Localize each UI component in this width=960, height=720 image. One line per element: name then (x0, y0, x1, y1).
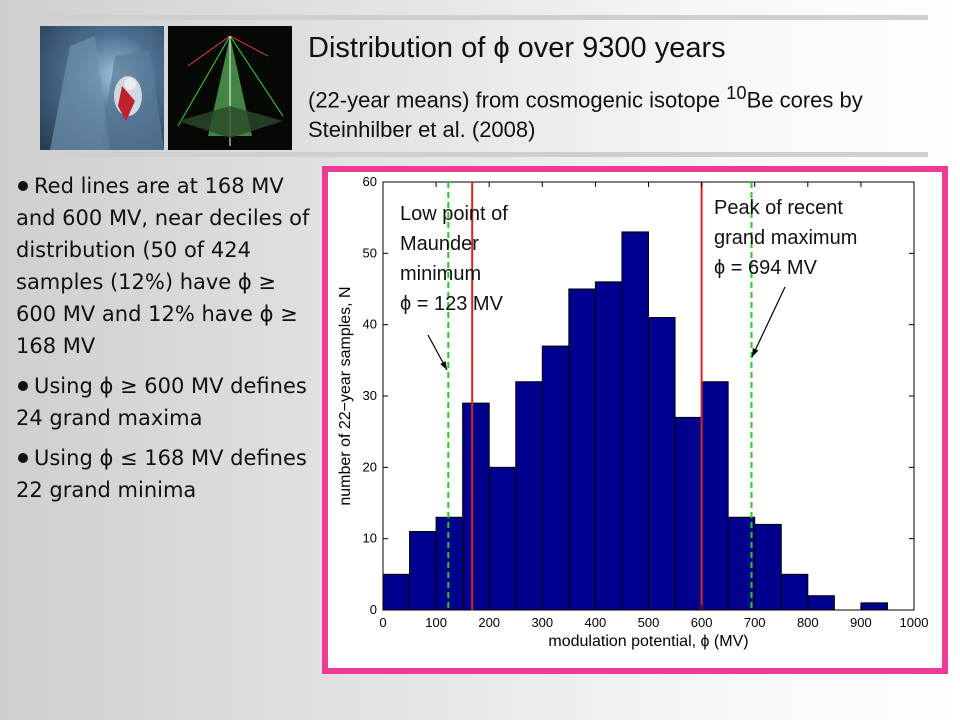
space-station-illustration (50, 36, 164, 150)
x-tick-label: 500 (638, 615, 660, 630)
histogram-bar (462, 402, 490, 611)
annotation-arrowhead (440, 361, 447, 370)
annotation-text: Peak of recent (714, 197, 843, 219)
slide-title: Distribution of ϕ over 9300 years (308, 32, 726, 64)
histogram-bar (409, 531, 437, 611)
histogram-bar (488, 466, 517, 611)
x-axis-label: modulation potential, ϕ (MV) (548, 633, 748, 650)
y-axis-label: number of 22−year samples, N (337, 286, 354, 505)
histogram-bar (807, 595, 835, 611)
y-tick-label: 50 (363, 245, 377, 260)
histogram-bar (541, 345, 570, 611)
subtitle-text-a: (22-year means) from cosmogenic isotope (308, 87, 727, 113)
y-tick-label: 30 (363, 388, 377, 403)
bullet-item: Red lines are at 168 MV and 600 MV, near… (16, 170, 316, 362)
x-tick-label: 0 (379, 615, 386, 630)
annotation-text: minimum (400, 263, 481, 285)
annotation-text: Maunder (400, 233, 479, 255)
bottom-rule (38, 152, 928, 157)
x-tick-label: 100 (425, 615, 447, 630)
bullet-dot-icon (18, 180, 28, 191)
slide-subtitle: (22-year means) from cosmogenic isotope … (308, 78, 928, 145)
top-rule (38, 15, 928, 20)
x-tick-label: 700 (744, 615, 766, 630)
bullet-item: Using ϕ ≥ 600 MV defines 24 grand maxima (16, 370, 316, 434)
space-station-image (40, 26, 164, 150)
histogram-bar (435, 516, 464, 611)
annotation-arrowhead (752, 348, 759, 357)
particle-shower-illustration (177, 35, 284, 146)
bullet-text: Red lines are at 168 MV and 600 MV, near… (16, 174, 310, 358)
histogram-bar (860, 602, 888, 611)
x-tick-label: 600 (691, 615, 713, 630)
subtitle-text-b: Be cores by Steinhilber et al. (2008) (308, 87, 863, 143)
histogram-bar (674, 416, 703, 611)
y-tick-label: 10 (363, 531, 377, 546)
histogram-bar (780, 573, 809, 611)
histogram-chart: 0 100 200 300 400 500 600 700 800 900 1000 0 10 20 30 4… (337, 174, 929, 650)
y-tick-label: 20 (363, 459, 377, 474)
bullet-text: Using ϕ ≤ 168 MV defines 22 grand minima (16, 446, 307, 502)
histogram-bar (727, 516, 756, 611)
histogram-bar (594, 281, 623, 611)
chart-frame: 0 100 200 300 400 500 600 700 800 900 1000 0 10 20 30 4… (322, 166, 948, 674)
histogram-bar (754, 523, 782, 611)
x-tick-label: 900 (850, 615, 872, 630)
x-tick-label: 400 (585, 615, 607, 630)
x-tick-label: 800 (797, 615, 819, 630)
histogram-bar (621, 231, 650, 611)
annotation-text: ϕ = 123 MV (400, 293, 504, 315)
y-tick-label: 0 (370, 602, 377, 617)
histogram-bar (648, 317, 676, 611)
bullet-dot-icon (18, 380, 28, 391)
annotation-text: grand maximum (714, 227, 857, 249)
x-tick-label: 1000 (900, 615, 929, 630)
histogram-bar (701, 381, 729, 611)
x-tick-label: 200 (478, 615, 500, 630)
bullet-list: Red lines are at 168 MV and 600 MV, near… (16, 170, 316, 514)
subtitle-superscript: 10 (726, 82, 747, 103)
x-tick-label: 300 (531, 615, 553, 630)
histogram-bar (568, 288, 596, 611)
bullet-item: Using ϕ ≤ 168 MV defines 22 grand minima (16, 442, 316, 506)
annotation-text: ϕ = 694 MV (714, 257, 818, 279)
annotation-text: Low point of (400, 203, 508, 225)
bullet-dot-icon (18, 452, 28, 463)
y-tick-label: 60 (363, 174, 377, 189)
bullet-text: Using ϕ ≥ 600 MV defines 24 grand maxima (16, 374, 307, 430)
annotation-arrow (751, 286, 786, 358)
particle-shower-image (168, 26, 292, 150)
histogram-bar (515, 381, 543, 611)
histogram-bar (382, 573, 411, 611)
y-tick-label: 40 (363, 317, 377, 332)
